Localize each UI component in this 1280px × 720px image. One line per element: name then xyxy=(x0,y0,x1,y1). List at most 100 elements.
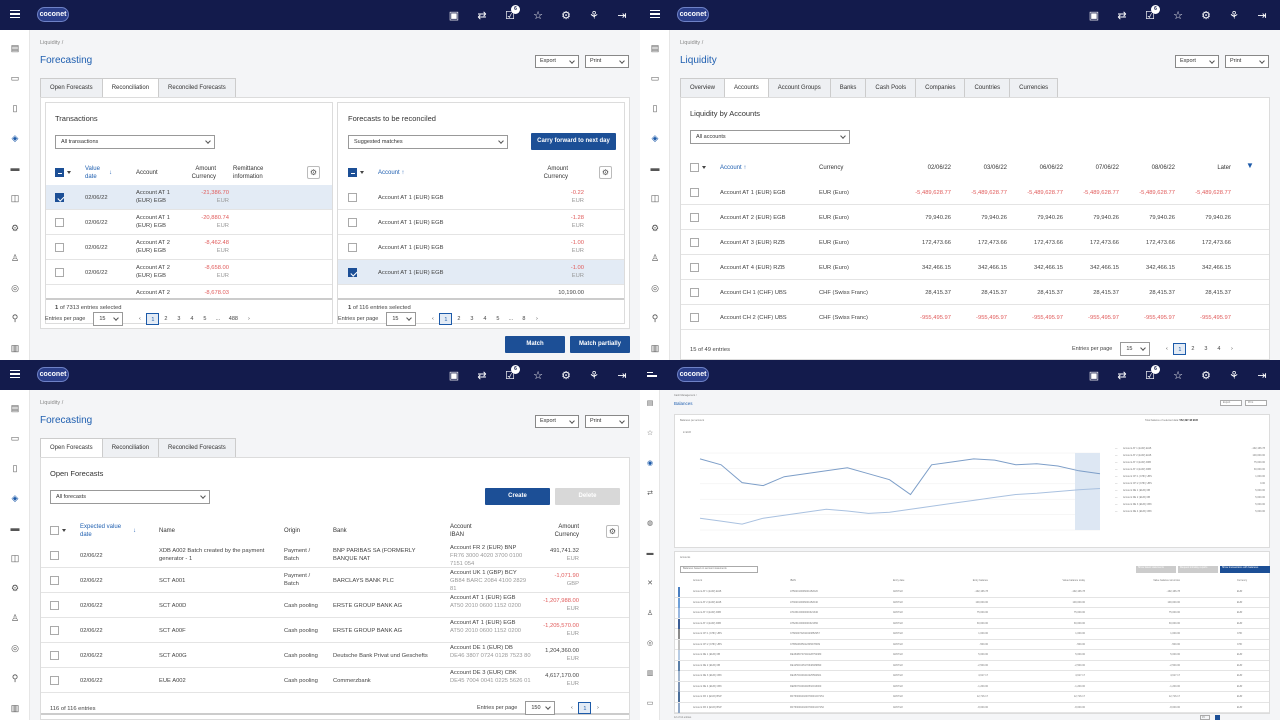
star-icon[interactable]: ☆ xyxy=(1173,369,1183,382)
account-header[interactable]: Account xyxy=(136,170,158,176)
legend-item[interactable]: — Account AT 1 (EUR) EGB -192,166.78 xyxy=(1115,447,1265,450)
gear-icon[interactable]: ⚙ xyxy=(561,9,571,22)
row-checkbox[interactable] xyxy=(348,193,357,202)
show-transactions-button[interactable]: Show transactions with balances xyxy=(1220,566,1270,573)
select-all-checkbox[interactable] xyxy=(50,526,66,535)
tasks-icon[interactable]: ☑ 6 xyxy=(1136,0,1164,30)
entries-per-page-select[interactable]: 15 xyxy=(1200,715,1210,720)
match-button[interactable]: Match xyxy=(505,336,565,353)
table-row[interactable]: Account AT 1 (EUR) EGB -1.00 EUR xyxy=(338,260,624,285)
settings-icon[interactable]: ⚘ xyxy=(1229,9,1239,22)
document-icon[interactable]: ▯ xyxy=(652,103,658,113)
settings-icon[interactable]: ⚘ xyxy=(1229,369,1239,382)
create-button[interactable]: Create xyxy=(485,488,550,505)
intraday-reports-button[interactable]: Request intraday reports xyxy=(1178,566,1218,573)
dashboard-icon[interactable]: ▣ xyxy=(448,369,460,382)
logout-icon[interactable]: ⇥ xyxy=(1257,9,1267,22)
horizontal-scrollbar[interactable] xyxy=(338,298,624,300)
dashboard-icon[interactable]: ▤ xyxy=(10,43,20,53)
transfer-icon[interactable]: ⇄ xyxy=(477,9,487,22)
table-row[interactable]: Account DE 4 (EUR) CBK DE893704004405320… xyxy=(675,681,1269,692)
menu-icon[interactable] xyxy=(10,370,20,378)
iban-header[interactable]: IBAN xyxy=(790,579,796,582)
tab-open-forecasts[interactable]: Open Forecasts xyxy=(40,78,103,98)
gear-icon[interactable]: ⚙ xyxy=(1201,369,1211,382)
reports-icon[interactable]: ◫ xyxy=(10,553,20,563)
chart-icon[interactable]: ▥ xyxy=(10,343,20,353)
table-settings-icon[interactable]: ⚙ xyxy=(599,166,612,179)
breadcrumb[interactable]: Liquidity / xyxy=(40,40,64,46)
value-tomorrow-header[interactable]: Value balance tomorrow xyxy=(1153,579,1180,582)
dashboard-icon[interactable]: ▤ xyxy=(650,43,660,53)
liquidity-icon[interactable]: ◈ xyxy=(11,493,19,503)
prev-page-button[interactable]: ‹ xyxy=(431,316,434,322)
archive-icon[interactable]: ▭ xyxy=(646,700,654,707)
page-4-button[interactable]: 4 xyxy=(483,316,487,322)
next-page-button[interactable]: › xyxy=(247,316,250,322)
name-header[interactable]: Name xyxy=(159,528,176,534)
tab-countries[interactable]: Countries xyxy=(964,78,1011,98)
table-row[interactable]: 02/06/22 SCT A00G Cash pooling Deutsche … xyxy=(41,643,629,668)
horizontal-scrollbar[interactable] xyxy=(41,713,629,715)
tab-accounts[interactable]: Accounts xyxy=(724,78,769,98)
currency-header[interactable]: Currency xyxy=(1237,579,1248,582)
liquidity-icon[interactable]: ◈ xyxy=(651,133,659,143)
entries-per-page-select[interactable]: 15 xyxy=(1120,342,1151,356)
card-icon[interactable]: ▬ xyxy=(10,163,20,173)
table-row[interactable]: Account AT 1 (EUR) EGB AT502010006001152… xyxy=(675,587,1269,598)
page-2-button[interactable]: 2 xyxy=(164,316,168,322)
table-row[interactable]: 02/06/22 SCT A00F Cash pooling ERSTE GRO… xyxy=(41,618,629,643)
page-1-button[interactable]: 1 xyxy=(146,313,160,325)
date-header-4[interactable]: 07/06/22 xyxy=(1095,165,1119,171)
legend-item[interactable]: — Account AT 3 (EUR) RZB 75,000.00 xyxy=(1115,461,1265,464)
gear-icon[interactable]: ⚙ xyxy=(10,583,20,593)
table-row[interactable]: Account AT 3 (EUR) RZB AT433100000000321… xyxy=(675,608,1269,619)
page-3-button[interactable]: 3 xyxy=(470,316,474,322)
page-last-button[interactable]: 488 xyxy=(228,316,238,322)
breadcrumb[interactable]: Cash Management / xyxy=(674,394,697,397)
table-row[interactable]: Account CH 2 (CHF) UBS CH560483501234567… xyxy=(675,639,1269,650)
next-page-button[interactable]: › xyxy=(1230,346,1233,352)
value-date-header[interactable]: Value date xyxy=(85,166,100,180)
entry-date-header[interactable]: Entry date xyxy=(893,579,905,582)
forecasts-filter[interactable]: Suggested matches xyxy=(348,135,508,149)
table-row[interactable]: 02/06/22 EUE A002 Cash pooling Commerzba… xyxy=(41,668,629,693)
account-header[interactable]: Account ↑ xyxy=(378,170,405,176)
page-last-button[interactable]: 8 xyxy=(522,316,526,322)
table-row[interactable]: Account DE 3 (EUR) CBK DE457004004102255… xyxy=(675,671,1269,682)
pool-icon[interactable]: ◍ xyxy=(646,520,654,527)
transactions-filter[interactable]: All transactions xyxy=(55,135,215,149)
account-iban-header[interactable]: Account IBAN xyxy=(450,524,472,538)
transfer-icon[interactable]: ⇄ xyxy=(1117,369,1127,382)
row-checkbox[interactable] xyxy=(690,313,699,322)
gear-icon[interactable]: ⚙ xyxy=(650,223,660,233)
legend-item[interactable]: — Account CH 1 (CHF) UBS 1,000.00 xyxy=(1115,475,1265,478)
admin-icon[interactable]: ⚲ xyxy=(11,313,19,323)
tab-currencies[interactable]: Currencies xyxy=(1009,78,1059,98)
print-button[interactable]: Print xyxy=(1225,55,1269,68)
table-row[interactable]: 02/06/22 Account AT 1 (EUR) EGB -20,880.… xyxy=(46,210,332,235)
coconet-logo[interactable]: coconet xyxy=(677,367,709,382)
transfer-icon[interactable]: ⇄ xyxy=(1117,9,1127,22)
row-checkbox[interactable] xyxy=(50,601,59,610)
expected-date-header[interactable]: Expected value date xyxy=(80,524,122,538)
row-checkbox[interactable] xyxy=(690,238,699,247)
origin-header[interactable]: Origin xyxy=(284,528,301,534)
legend-item[interactable]: — Account CH 2 (CHF) UBS 0.00 xyxy=(1115,482,1265,485)
chart-icon[interactable]: ▥ xyxy=(650,343,660,353)
later-header[interactable]: Later xyxy=(1217,165,1231,171)
table-row[interactable]: 02/06/22 XDB A002 Batch created by the p… xyxy=(41,543,629,568)
star-icon[interactable]: ☆ xyxy=(646,430,654,437)
currency-icon[interactable]: ◎ xyxy=(646,640,654,647)
transfer-icon[interactable]: ⇄ xyxy=(477,369,487,382)
table-row[interactable]: Account CH 2 (CHF) UBS CHF (Swiss Franc)… xyxy=(681,305,1269,330)
logout-icon[interactable]: ⇥ xyxy=(1257,369,1267,382)
tasks-icon[interactable]: ☑ 6 xyxy=(496,0,524,30)
user-icon[interactable]: ♙ xyxy=(646,610,654,617)
date-header-1[interactable]: 02/06/22 xyxy=(927,165,951,171)
balances-line-chart[interactable] xyxy=(680,435,1110,545)
dashboard-icon[interactable]: ▣ xyxy=(1088,369,1100,382)
match-partially-button[interactable]: Match partially xyxy=(570,336,630,353)
page-1-button[interactable]: 1 xyxy=(439,313,453,325)
user-icon[interactable]: ♙ xyxy=(10,613,20,623)
